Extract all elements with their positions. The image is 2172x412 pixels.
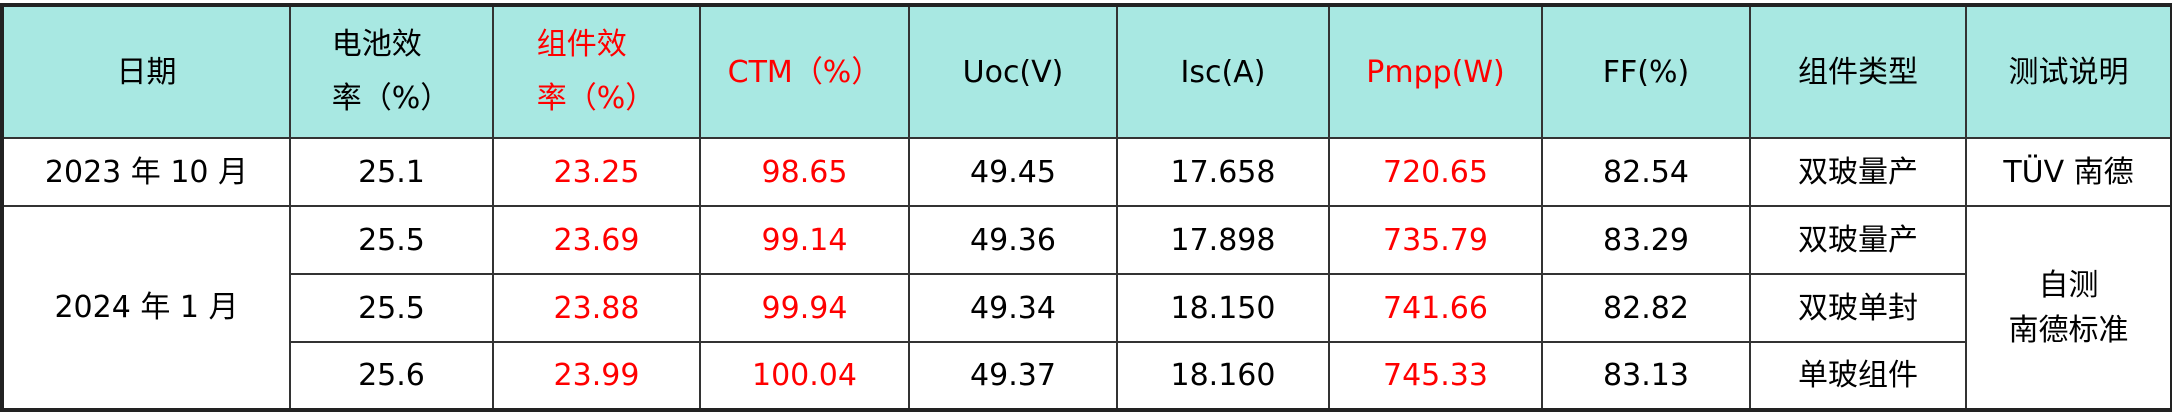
module-efficiency: 23.69	[492, 205, 701, 275]
test-note: 自测 南德标准	[1965, 205, 2172, 411]
header-date: 日期	[1, 4, 291, 139]
uoc-value: 49.34	[908, 273, 1118, 343]
header-test-note: 测试说明	[1965, 4, 2172, 139]
date-cell: 2024 年 1 月	[1, 205, 291, 411]
header-module-efficiency: 组件效率（%）	[492, 4, 701, 139]
ff-value: 83.29	[1541, 205, 1751, 275]
uoc-value: 49.37	[908, 341, 1118, 411]
date-cell: 2023 年 10 月	[1, 137, 291, 207]
table-row: 25.5 23.88 99.94 49.34 18.150 741.66 82.…	[2, 273, 2172, 343]
module-type: 双玻单封	[1749, 273, 1967, 343]
module-type: 双玻量产	[1749, 205, 1967, 275]
uoc-value: 49.45	[908, 137, 1118, 207]
header-cell-efficiency-label: 电池效率（%）	[331, 27, 451, 116]
ff-value: 82.82	[1541, 273, 1751, 343]
table-row: 2024 年 1 月 25.5 23.69 99.14 49.36 17.898…	[1, 205, 2172, 411]
isc-value: 17.658	[1116, 137, 1330, 207]
table-row: 2023 年 10 月 25.1 23.25 98.65 49.45 17.65…	[1, 137, 2172, 207]
test-note-line2: 南德标准	[2008, 312, 2129, 348]
pmpp-value: 720.65	[1328, 137, 1543, 207]
ctm-value: 98.65	[699, 137, 910, 207]
uoc-value: 49.36	[908, 205, 1118, 275]
cell-efficiency: 25.5	[289, 205, 494, 275]
header-row: 日期 电池效率（%） 组件效率（%） CTM（%） Uoc(V) Isc(A) …	[1, 4, 2172, 139]
header-cell-efficiency: 电池效率（%）	[289, 4, 494, 139]
isc-value: 18.160	[1116, 341, 1330, 411]
cell-efficiency: 25.5	[289, 273, 494, 343]
module-efficiency: 23.88	[492, 273, 701, 343]
isc-value: 18.150	[1116, 273, 1330, 343]
ctm-value: 99.94	[699, 273, 910, 343]
pmpp-value: 741.66	[1328, 273, 1543, 343]
header-module-efficiency-label: 组件效率（%）	[536, 27, 656, 116]
isc-value: 17.898	[1116, 205, 1330, 275]
header-module-type: 组件类型	[1749, 4, 1967, 139]
module-efficiency: 23.99	[492, 341, 701, 411]
ctm-value: 100.04	[699, 341, 910, 411]
header-pmpp: Pmpp(W)	[1328, 4, 1543, 139]
module-efficiency-table: 日期 电池效率（%） 组件效率（%） CTM（%） Uoc(V) Isc(A) …	[0, 3, 2172, 412]
ff-value: 83.13	[1541, 341, 1751, 411]
header-ctm: CTM（%）	[699, 4, 910, 139]
ctm-value: 99.14	[699, 205, 910, 275]
module-type: 双玻量产	[1749, 137, 1967, 207]
table-row: 25.6 23.99 100.04 49.37 18.160 745.33 83…	[2, 341, 2172, 411]
pmpp-value: 745.33	[1328, 341, 1543, 411]
header-ff: FF(%)	[1541, 4, 1751, 139]
header-uoc: Uoc(V)	[908, 4, 1118, 139]
pmpp-value: 735.79	[1328, 205, 1543, 275]
cell-efficiency: 25.6	[289, 341, 494, 411]
test-note-line1: 自测	[2038, 267, 2099, 303]
header-isc: Isc(A)	[1116, 4, 1330, 139]
test-note: TÜV 南德	[1965, 137, 2172, 207]
module-type: 单玻组件	[1749, 341, 1967, 411]
module-efficiency: 23.25	[492, 137, 701, 207]
ff-value: 82.54	[1541, 137, 1751, 207]
cell-efficiency: 25.1	[289, 137, 494, 207]
